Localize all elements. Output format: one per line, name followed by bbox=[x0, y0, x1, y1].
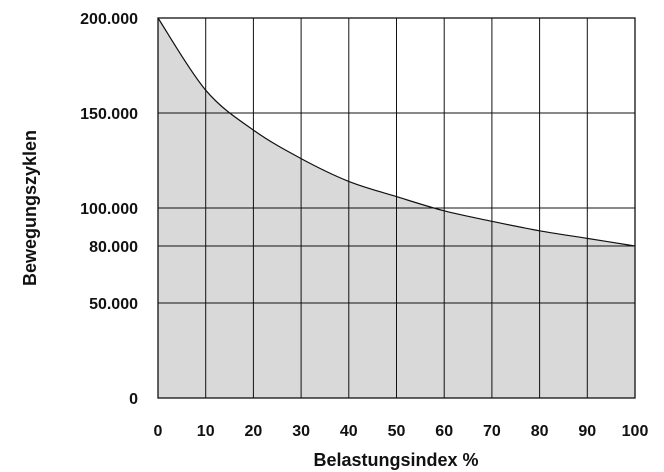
y-tick-label: 100.000 bbox=[80, 201, 138, 218]
x-tick-label: 80 bbox=[531, 423, 549, 440]
x-tick-label: 10 bbox=[197, 423, 215, 440]
x-tick-label: 60 bbox=[435, 423, 453, 440]
x-axis-title: Belastungsindex % bbox=[313, 450, 478, 470]
x-tick-label: 50 bbox=[388, 423, 406, 440]
y-tick-label: 150.000 bbox=[80, 106, 138, 123]
plot-frame bbox=[157, 17, 636, 399]
x-tick-label: 90 bbox=[578, 423, 596, 440]
y-axis-title: Bewegungszyklen bbox=[20, 130, 40, 286]
x-axis-tick-labels: 0 10 20 30 40 50 60 70 80 90 100 bbox=[154, 423, 649, 440]
y-tick-label: 200.000 bbox=[80, 11, 138, 28]
y-tick-label: 50.000 bbox=[89, 296, 138, 313]
x-tick-label: 0 bbox=[154, 423, 163, 440]
y-tick-label: 80.000 bbox=[89, 239, 138, 256]
x-tick-label: 30 bbox=[292, 423, 310, 440]
series-line bbox=[157, 17, 636, 247]
x-tick-label: 70 bbox=[483, 423, 501, 440]
x-tick-label: 100 bbox=[622, 423, 649, 440]
x-tick-label: 40 bbox=[340, 423, 358, 440]
y-tick-label: 0 bbox=[129, 391, 138, 408]
x-tick-label: 20 bbox=[245, 423, 263, 440]
grid-lines bbox=[157, 17, 636, 399]
y-axis-tick-labels: 0 50.000 80.000 100.000 150.000 200.000 bbox=[80, 11, 138, 408]
